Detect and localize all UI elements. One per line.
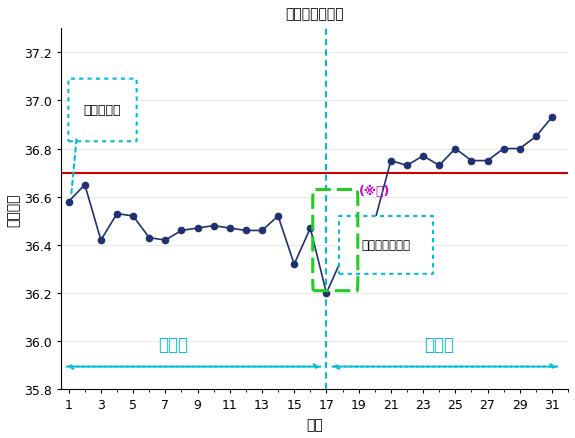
Y-axis label: 基礎体温: 基礎体温	[7, 193, 21, 226]
Text: 低温期: 低温期	[158, 336, 189, 353]
Text: (※Ａ): (※Ａ)	[359, 184, 390, 197]
X-axis label: 周期: 周期	[306, 417, 323, 431]
Text: 高温期: 高温期	[424, 336, 454, 353]
Text: この辿りで排卵: この辿りで排卵	[362, 239, 411, 252]
Title: 私の基礎体温表: 私の基礎体温表	[285, 7, 344, 21]
FancyBboxPatch shape	[68, 79, 137, 142]
Text: 生理１日目: 生理１日目	[84, 104, 121, 117]
FancyBboxPatch shape	[339, 216, 433, 274]
